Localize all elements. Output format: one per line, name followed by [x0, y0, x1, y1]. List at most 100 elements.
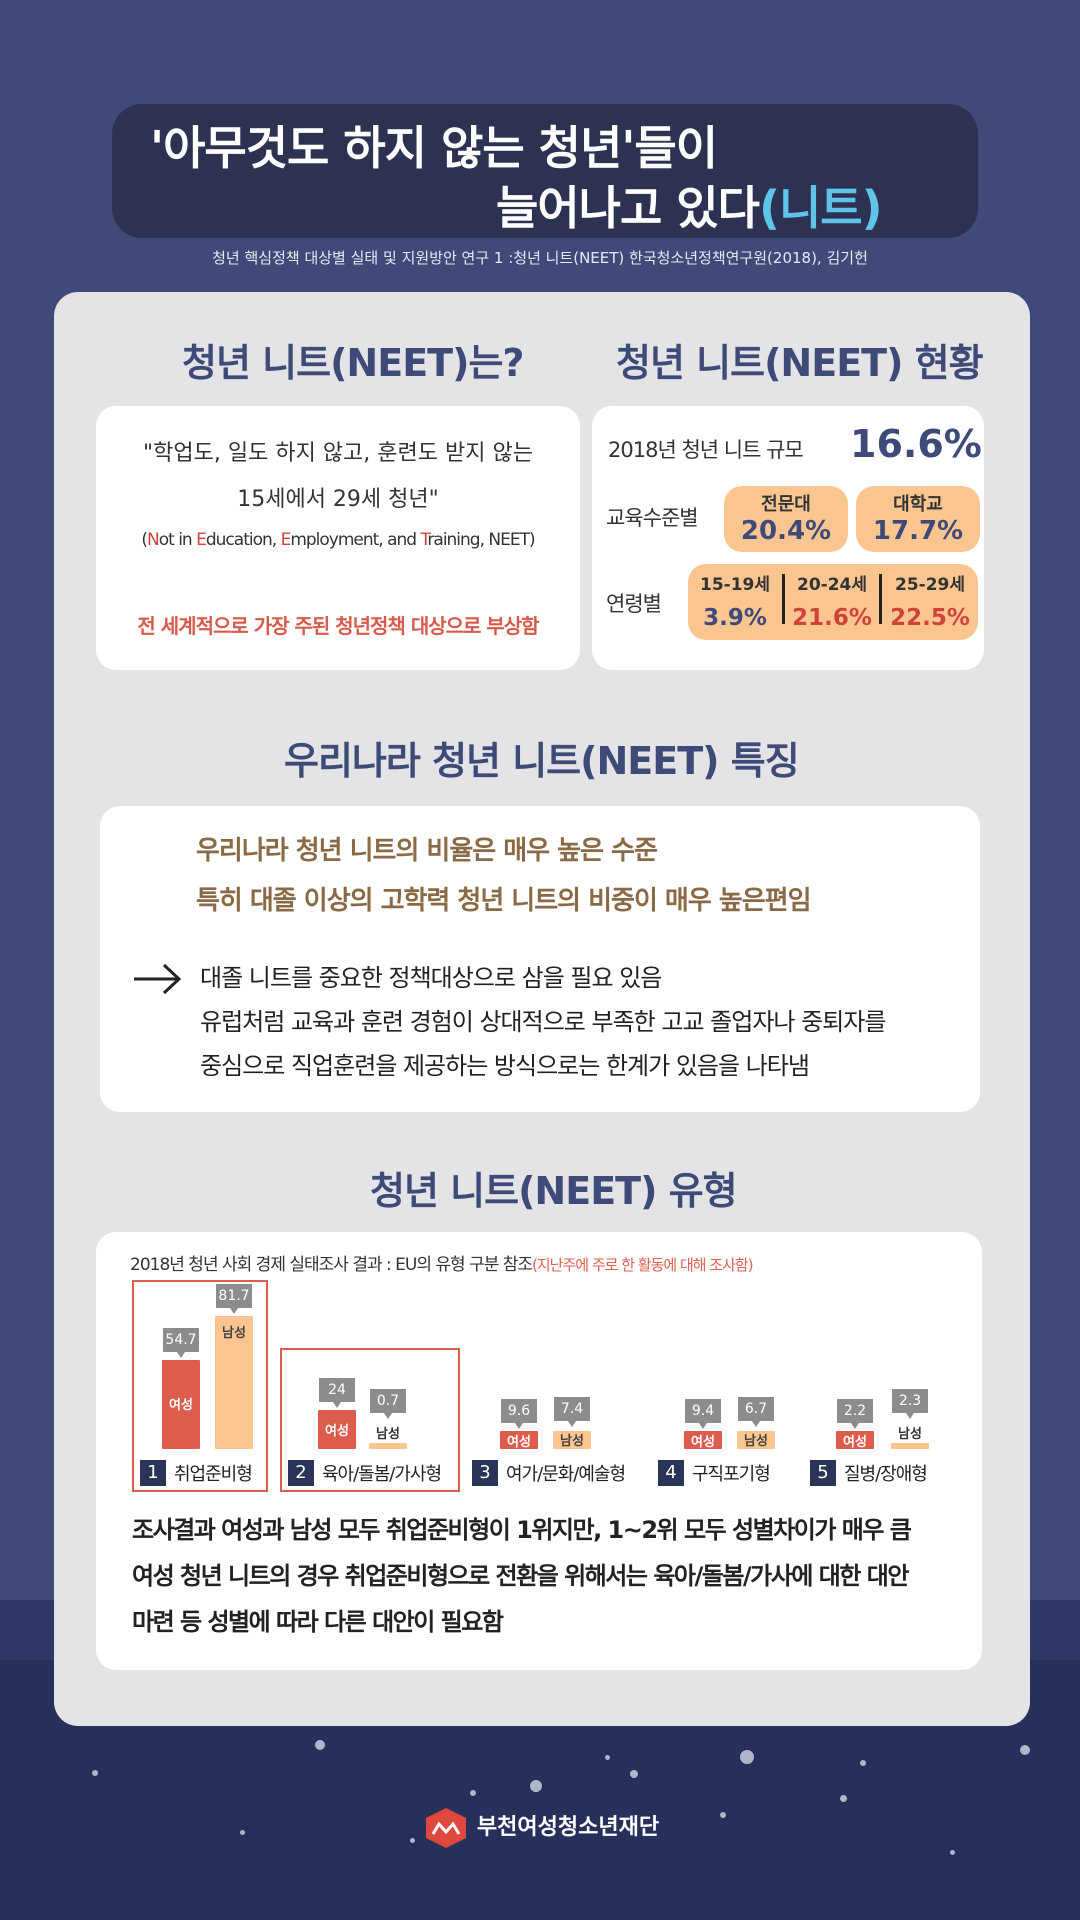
scale-value: 16.6%: [850, 422, 982, 466]
definition-highlight: 전 세계적으로 가장 주된 청년정책 대상으로 부상함: [137, 614, 539, 638]
summary-line-1: 조사결과 여성과 남성 모두 취업준비형이 1위지만, 1~2위 모두 성별차이…: [132, 1516, 912, 1544]
bar-label-male: 남성: [376, 1427, 400, 1442]
foundation-logo-icon: [425, 1808, 466, 1848]
chart-caption-note: (지난주에 주로 한 활동에 대해 조사함): [532, 1256, 754, 1274]
star-dot: [240, 1830, 245, 1835]
acr-t: T: [420, 530, 429, 550]
summary-line-3: 마련 등 성별에 따라 다른 대안이 필요함: [132, 1608, 504, 1636]
edu-pill-college: 전문대 20.4%: [724, 486, 848, 552]
age-group-label: 20-24세: [796, 575, 867, 595]
age-pill: 15-19세 3.9% 20-24세 21.6% 25-29세 22.5%: [688, 564, 978, 640]
title-line2-text: 늘어나고 있다: [496, 181, 760, 235]
category-label: 육아/돌봄/가사형: [322, 1464, 442, 1485]
age-group-15-19: 15-19세 3.9%: [688, 564, 782, 640]
acr-mployment: mployment, and: [290, 530, 421, 550]
value-label-female: 2.2: [837, 1399, 873, 1429]
category-label: 구직포기형: [692, 1464, 771, 1485]
value-label-male: 6.7: [738, 1397, 774, 1427]
value-label-female: 9.4: [685, 1399, 721, 1429]
page-title-line1: '아무것도 하지 않는 청년'들이: [150, 121, 718, 175]
bar-female: 여성: [684, 1431, 722, 1450]
edu-value: 17.7%: [872, 516, 964, 546]
bar-label-male: 남성: [744, 1434, 768, 1449]
age-group-label: 25-29세: [894, 575, 965, 595]
acr-e1: E: [196, 530, 207, 550]
star-dot: [605, 1755, 610, 1760]
star-dot: [315, 1740, 325, 1750]
types-title: 청년 니트(NEET) 유형: [370, 1169, 738, 1213]
chart-caption-text: 2018년 청년 사회 경제 실태조사 결과 : EU의 유형 구분 참조: [130, 1255, 533, 1275]
acr-open: (: [141, 530, 148, 550]
value-label-female: 24: [319, 1377, 355, 1408]
age-group-20-24: 20-24세 21.6%: [785, 564, 879, 640]
feature-point-2: 특히 대졸 이상의 고학력 청년 니트의 비중이 매우 높은편임: [196, 886, 811, 916]
star-dot: [630, 1770, 638, 1778]
definition-acronym: (Not in Education, Employment, and Train…: [96, 530, 580, 550]
star-dot: [530, 1780, 542, 1792]
bar-male: [891, 1443, 929, 1449]
acr-raining: raining, NEET): [427, 530, 535, 550]
category-number: 5: [810, 1460, 836, 1486]
age-group-value: 21.6%: [792, 605, 872, 631]
category-number: 4: [658, 1460, 684, 1486]
edu-label: 전문대: [761, 494, 811, 515]
bar-label-male: 남성: [898, 1427, 922, 1442]
age-group-25-29: 25-29세 22.5%: [882, 564, 978, 640]
acr-ot-in: ot in: [158, 530, 197, 550]
bar-female: 여성: [318, 1409, 356, 1449]
star-dot: [840, 1795, 847, 1802]
title-neet-word: (니트): [758, 181, 883, 235]
bar-male: [369, 1443, 407, 1449]
category-label: 취업준비형: [174, 1464, 253, 1485]
status-card: 2018년 청년 니트 규모 16.6% 교육수준별 전문대 20.4% 대학교…: [592, 406, 984, 670]
category-number: 1: [140, 1460, 166, 1486]
value-label-male: 2.3: [892, 1389, 928, 1419]
value-label-female: 54.7: [163, 1327, 199, 1358]
bar-label-female: 여성: [691, 1435, 715, 1450]
arrow-right-icon: [134, 963, 182, 995]
acr-e2: E: [280, 530, 292, 550]
age-label: 연령별: [606, 592, 662, 616]
foundation-name: 부천여성청소년재단: [476, 1815, 660, 1840]
category-number: 3: [472, 1460, 498, 1486]
page-title-line2: 늘어나고 있다(니트): [496, 172, 883, 238]
age-divider: [782, 574, 785, 624]
value-label-female: 9.6: [501, 1399, 537, 1429]
features-card: [100, 806, 980, 1112]
bar-male: 남성: [215, 1315, 253, 1449]
age-group-label: 15-19세: [699, 575, 770, 595]
definition-card: "학업도, 일도 하지 않고, 훈련도 받지 않는 15세에서 29세 청년" …: [96, 406, 580, 670]
bar-label-female: 여성: [325, 1424, 349, 1440]
education-label: 교육수준별: [606, 506, 699, 530]
acr-n: N: [147, 530, 160, 550]
scale-label: 2018년 청년 니트 규모: [608, 438, 804, 462]
bar-label-male: 남성: [222, 1326, 246, 1342]
bar-female: 여성: [500, 1431, 538, 1450]
star-dot: [1020, 1745, 1030, 1755]
edu-label: 대학교: [893, 494, 943, 515]
summary-line-2: 여성 청년 니트의 경우 취업준비형으로 전환을 위해서는 육아/돌봄/가사에 …: [132, 1562, 909, 1590]
bar-label-female: 여성: [843, 1435, 867, 1450]
star-dot: [860, 1760, 866, 1766]
star-dot: [950, 1850, 955, 1855]
definition-quote-line2: 15세에서 29세 청년": [237, 487, 439, 512]
age-group-value: 3.9%: [703, 605, 767, 631]
feature-implication-1: 대졸 니트를 중요한 정책대상으로 삼을 필요 있음: [200, 964, 662, 992]
star-dot: [410, 1838, 415, 1843]
definition-quote-line1: "학업도, 일도 하지 않고, 훈련도 받지 않는: [143, 441, 533, 466]
title-banner: [112, 104, 978, 238]
acr-ducation: ducation,: [205, 530, 281, 550]
value-label-male: 81.7: [216, 1283, 252, 1314]
bar-male: 남성: [737, 1431, 775, 1449]
definition-title: 청년 니트(NEET)는?: [182, 341, 524, 385]
edu-pill-university: 대학교 17.7%: [856, 486, 980, 552]
feature-implication-2: 유럽처럼 교육과 훈련 경험이 상대적으로 부족한 고교 졸업자나 중퇴자를: [200, 1008, 886, 1036]
bar-female: 여성: [162, 1359, 200, 1449]
category-label: 여가/문화/예술형: [506, 1464, 626, 1485]
edu-value: 20.4%: [740, 516, 832, 546]
source-citation: 청년 핵심정책 대상별 실태 및 지원방안 연구 1 :청년 니트(NEET) …: [212, 249, 868, 267]
star-dot: [740, 1750, 754, 1764]
highlight-box: [280, 1348, 460, 1492]
highlight-box: [132, 1280, 268, 1492]
chart-caption: 2018년 청년 사회 경제 실태조사 결과 : EU의 유형 구분 참조(지난…: [130, 1250, 754, 1275]
